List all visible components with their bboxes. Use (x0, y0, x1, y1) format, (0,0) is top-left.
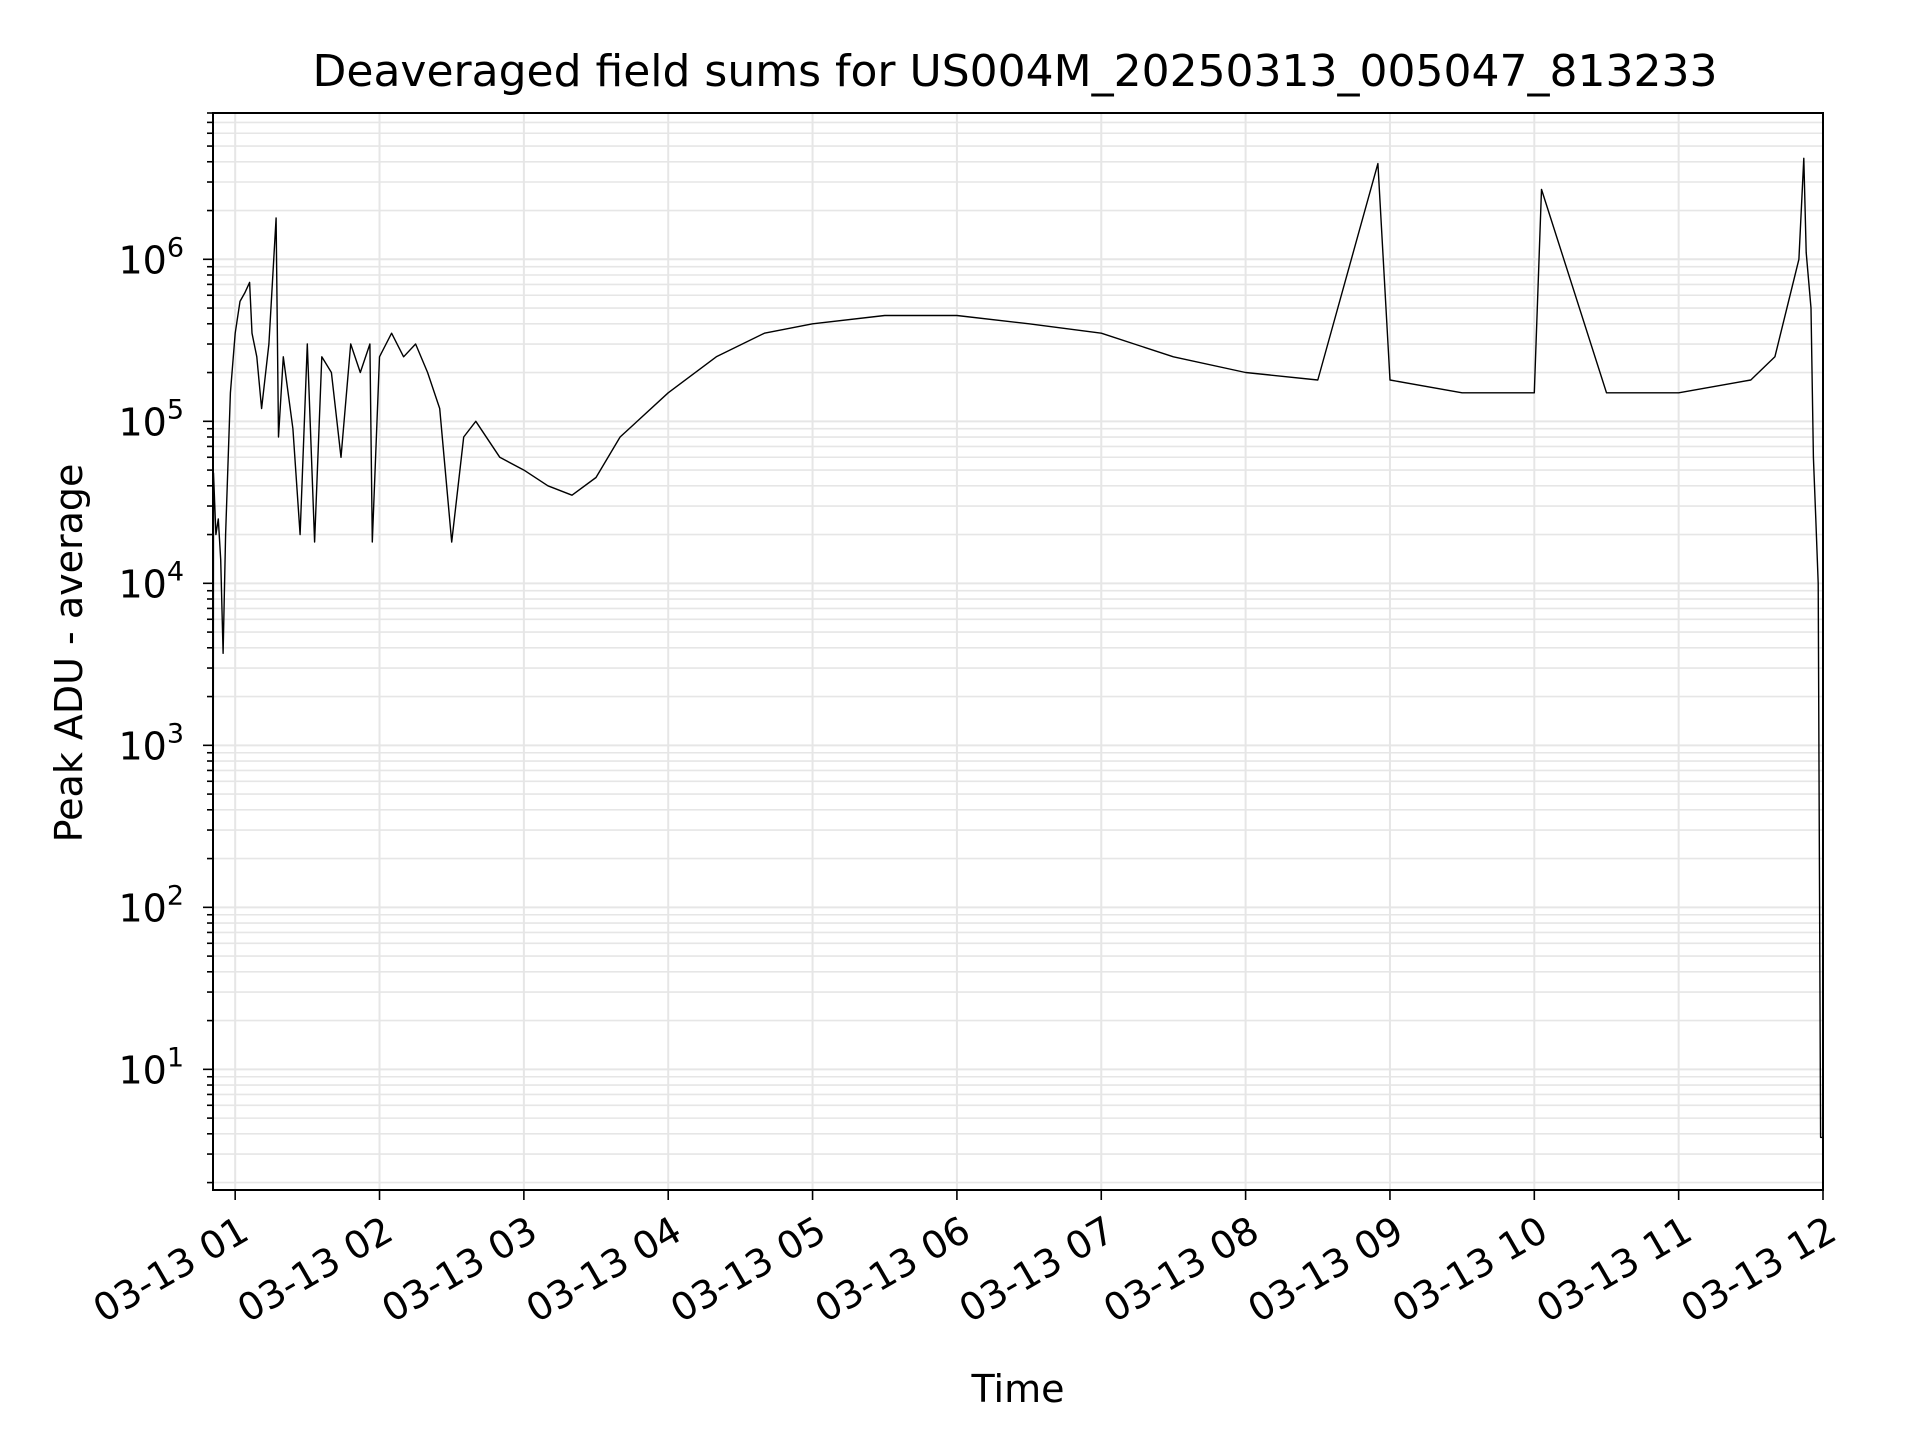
y-tick-label: 104 (118, 556, 184, 606)
grid (213, 112, 1824, 1190)
x-axis-label: Time (971, 1367, 1065, 1411)
y-tick-label: 105 (118, 394, 184, 444)
y-axis-label: Peak ADU - average (47, 464, 91, 843)
plot-frame (212, 112, 1824, 1191)
y-tick-label: 106 (118, 232, 184, 282)
plot-area (212, 157, 1823, 1183)
y-tick-label: 103 (118, 718, 184, 768)
series-line (212, 157, 1823, 1183)
y-tick-label: 101 (118, 1042, 184, 1092)
chart-title: Deaveraged field sums for US004M_2025031… (313, 46, 1718, 97)
y-tick-label: 102 (118, 880, 184, 930)
